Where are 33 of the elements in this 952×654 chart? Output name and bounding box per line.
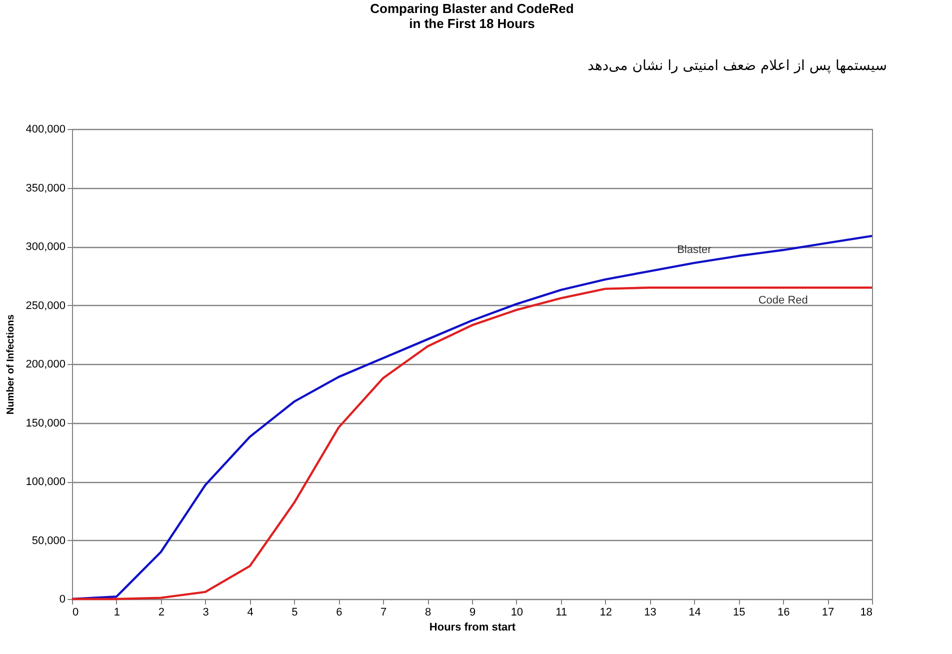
y-tick-label: 250,000 [26, 300, 66, 312]
y-tick-label: 300,000 [26, 241, 66, 253]
x-tick-label: 6 [336, 606, 342, 618]
x-tick-label: 4 [247, 606, 254, 618]
y-tick-label: 200,000 [26, 358, 66, 370]
x-tick-label: 15 [733, 606, 746, 618]
y-tick-label: 100,000 [26, 476, 66, 488]
y-axis-title: Number of Infections [6, 314, 17, 415]
x-tick-label: 14 [688, 606, 701, 618]
x-axis-title: Hours from start [429, 622, 516, 634]
x-tick-label: 1 [114, 606, 120, 618]
x-tick-label: 5 [292, 606, 298, 618]
x-tick-label: 17 [822, 606, 834, 618]
x-tick-label: 2 [158, 606, 164, 618]
y-tick-label: 0 [59, 594, 66, 606]
x-tick-label: 3 [202, 606, 209, 618]
series-label: Code Red [758, 294, 808, 307]
x-tick-label: 13 [644, 606, 656, 618]
x-tick-label: 10 [510, 606, 524, 618]
x-tick-label: 0 [72, 606, 79, 618]
x-tick-label: 12 [600, 606, 612, 618]
y-tick-label: 150,000 [26, 417, 66, 430]
x-tick-label: 7 [380, 606, 387, 618]
chart-title: Comparing Blaster and CodeRed in the First 18 Hours [370, 1, 574, 31]
x-tick-label: 9 [469, 606, 476, 618]
y-tick-label: 50,000 [32, 534, 66, 547]
x-tick-label: 11 [556, 606, 568, 618]
x-tick-label: 16 [777, 606, 790, 618]
y-tick-label: 350,000 [26, 182, 66, 194]
x-tick-label: 8 [424, 606, 432, 618]
y-tick-label: 400,000 [26, 124, 66, 136]
x-tick-label: 18 [860, 606, 872, 618]
text: سیستمها پس از اعلام ضعف امنیتی را نشان می‌دهد [588, 58, 887, 74]
